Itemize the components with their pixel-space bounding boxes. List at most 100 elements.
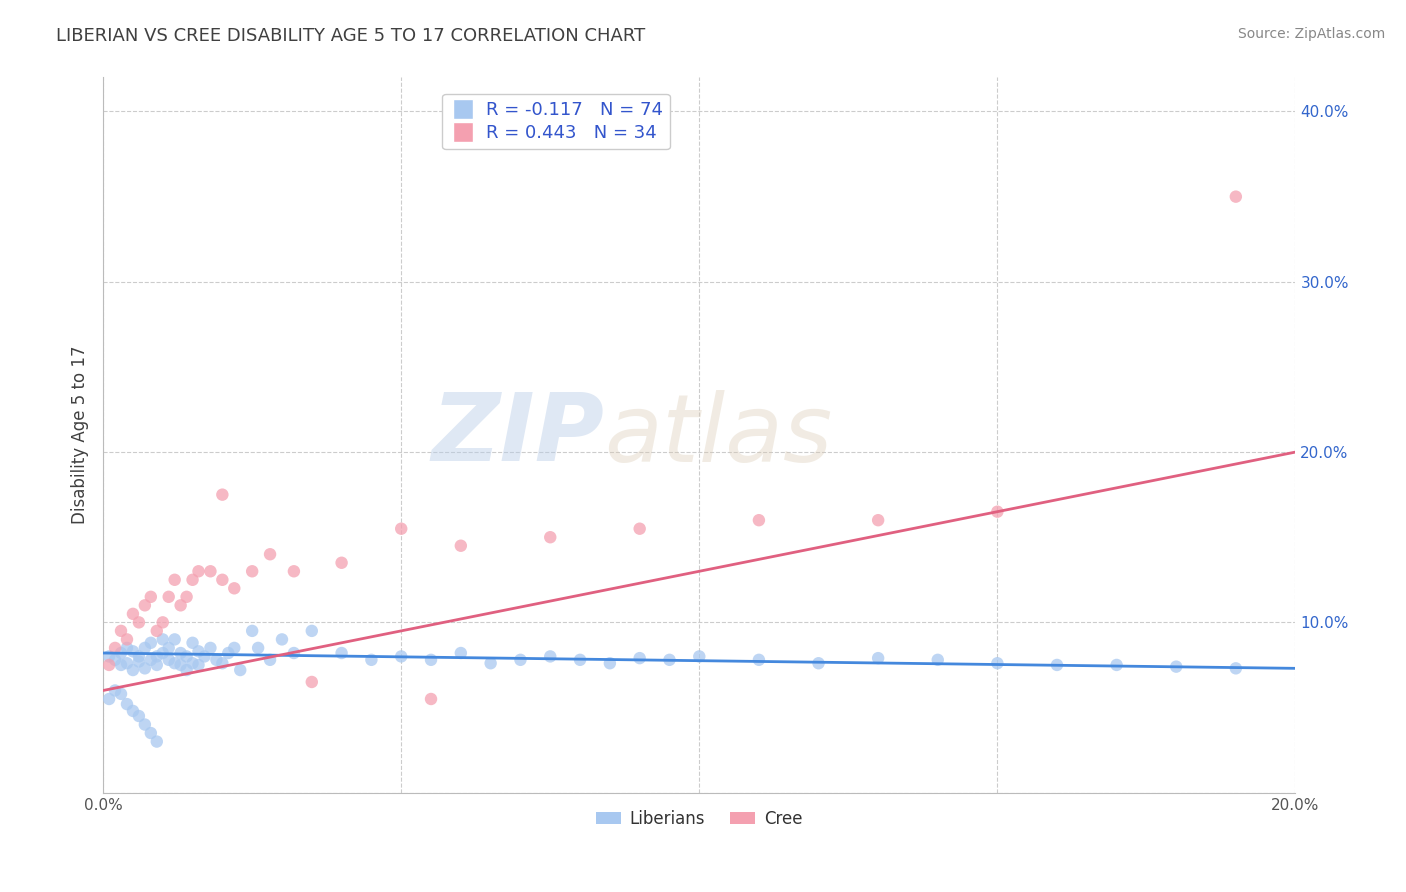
Point: [152, 615, 174, 630]
Point: [110, 624, 132, 638]
Point: [259, 653, 281, 667]
Point: [139, 636, 162, 650]
Point: [98, 692, 121, 706]
Point: [110, 687, 132, 701]
Point: [360, 653, 382, 667]
Point: [927, 653, 949, 667]
Point: [211, 488, 233, 502]
Point: [247, 640, 270, 655]
Point: [1225, 189, 1247, 203]
Point: [146, 649, 169, 664]
Point: [1166, 659, 1188, 673]
Point: [240, 624, 263, 638]
Point: [688, 649, 710, 664]
Point: [1225, 661, 1247, 675]
Point: [169, 657, 191, 672]
Point: [211, 573, 233, 587]
Point: [134, 717, 156, 731]
Point: [169, 599, 191, 613]
Point: [169, 646, 191, 660]
Point: [301, 624, 323, 638]
Point: [224, 582, 246, 596]
Point: [181, 657, 204, 671]
Text: ZIP: ZIP: [432, 389, 605, 481]
Point: [176, 663, 198, 677]
Point: [139, 653, 162, 667]
Point: [139, 590, 162, 604]
Text: LIBERIAN VS CREE DISABILITY AGE 5 TO 17 CORRELATION CHART: LIBERIAN VS CREE DISABILITY AGE 5 TO 17 …: [56, 27, 645, 45]
Point: [283, 564, 305, 578]
Point: [134, 640, 156, 655]
Point: [807, 657, 830, 671]
Point: [187, 657, 209, 672]
Y-axis label: Disability Age 5 to 17: Disability Age 5 to 17: [72, 346, 89, 524]
Point: [163, 632, 186, 647]
Point: [200, 640, 222, 655]
Point: [187, 564, 209, 578]
Point: [868, 513, 890, 527]
Point: [479, 657, 502, 671]
Point: [122, 644, 145, 658]
Point: [628, 651, 651, 665]
Point: [134, 661, 156, 675]
Point: [163, 657, 186, 671]
Point: [128, 649, 150, 664]
Point: [193, 649, 215, 664]
Point: [229, 663, 252, 677]
Point: [538, 530, 561, 544]
Point: [157, 653, 180, 667]
Point: [122, 607, 145, 621]
Point: [176, 649, 198, 664]
Text: Source: ZipAtlas.com: Source: ZipAtlas.com: [1237, 27, 1385, 41]
Point: [509, 653, 531, 667]
Point: [599, 657, 621, 671]
Point: [122, 663, 145, 677]
Point: [98, 657, 121, 672]
Point: [420, 653, 443, 667]
Point: [104, 653, 127, 667]
Point: [152, 646, 174, 660]
Point: [271, 632, 294, 647]
Point: [104, 640, 127, 655]
Point: [1046, 657, 1069, 672]
Point: [450, 539, 472, 553]
Point: [134, 599, 156, 613]
Point: [98, 649, 121, 664]
Point: [538, 649, 561, 664]
Point: [748, 513, 770, 527]
Point: [128, 655, 150, 669]
Point: [569, 653, 592, 667]
Point: [163, 573, 186, 587]
Point: [110, 657, 132, 672]
Point: [986, 505, 1008, 519]
Point: [205, 653, 228, 667]
Point: [104, 683, 127, 698]
Point: [115, 632, 138, 647]
Point: [748, 653, 770, 667]
Point: [330, 556, 353, 570]
Point: [122, 704, 145, 718]
Point: [146, 734, 169, 748]
Point: [330, 646, 353, 660]
Point: [146, 624, 169, 638]
Point: [628, 522, 651, 536]
Point: [176, 590, 198, 604]
Point: [658, 653, 681, 667]
Point: [224, 640, 246, 655]
Point: [283, 646, 305, 660]
Point: [110, 646, 132, 660]
Point: [200, 564, 222, 578]
Legend: Liberians, Cree: Liberians, Cree: [589, 803, 808, 834]
Point: [868, 651, 890, 665]
Point: [157, 640, 180, 655]
Point: [128, 615, 150, 630]
Point: [211, 657, 233, 671]
Point: [217, 646, 239, 660]
Point: [301, 675, 323, 690]
Point: [115, 640, 138, 655]
Text: atlas: atlas: [605, 390, 832, 481]
Point: [420, 692, 443, 706]
Point: [181, 573, 204, 587]
Point: [259, 547, 281, 561]
Point: [181, 636, 204, 650]
